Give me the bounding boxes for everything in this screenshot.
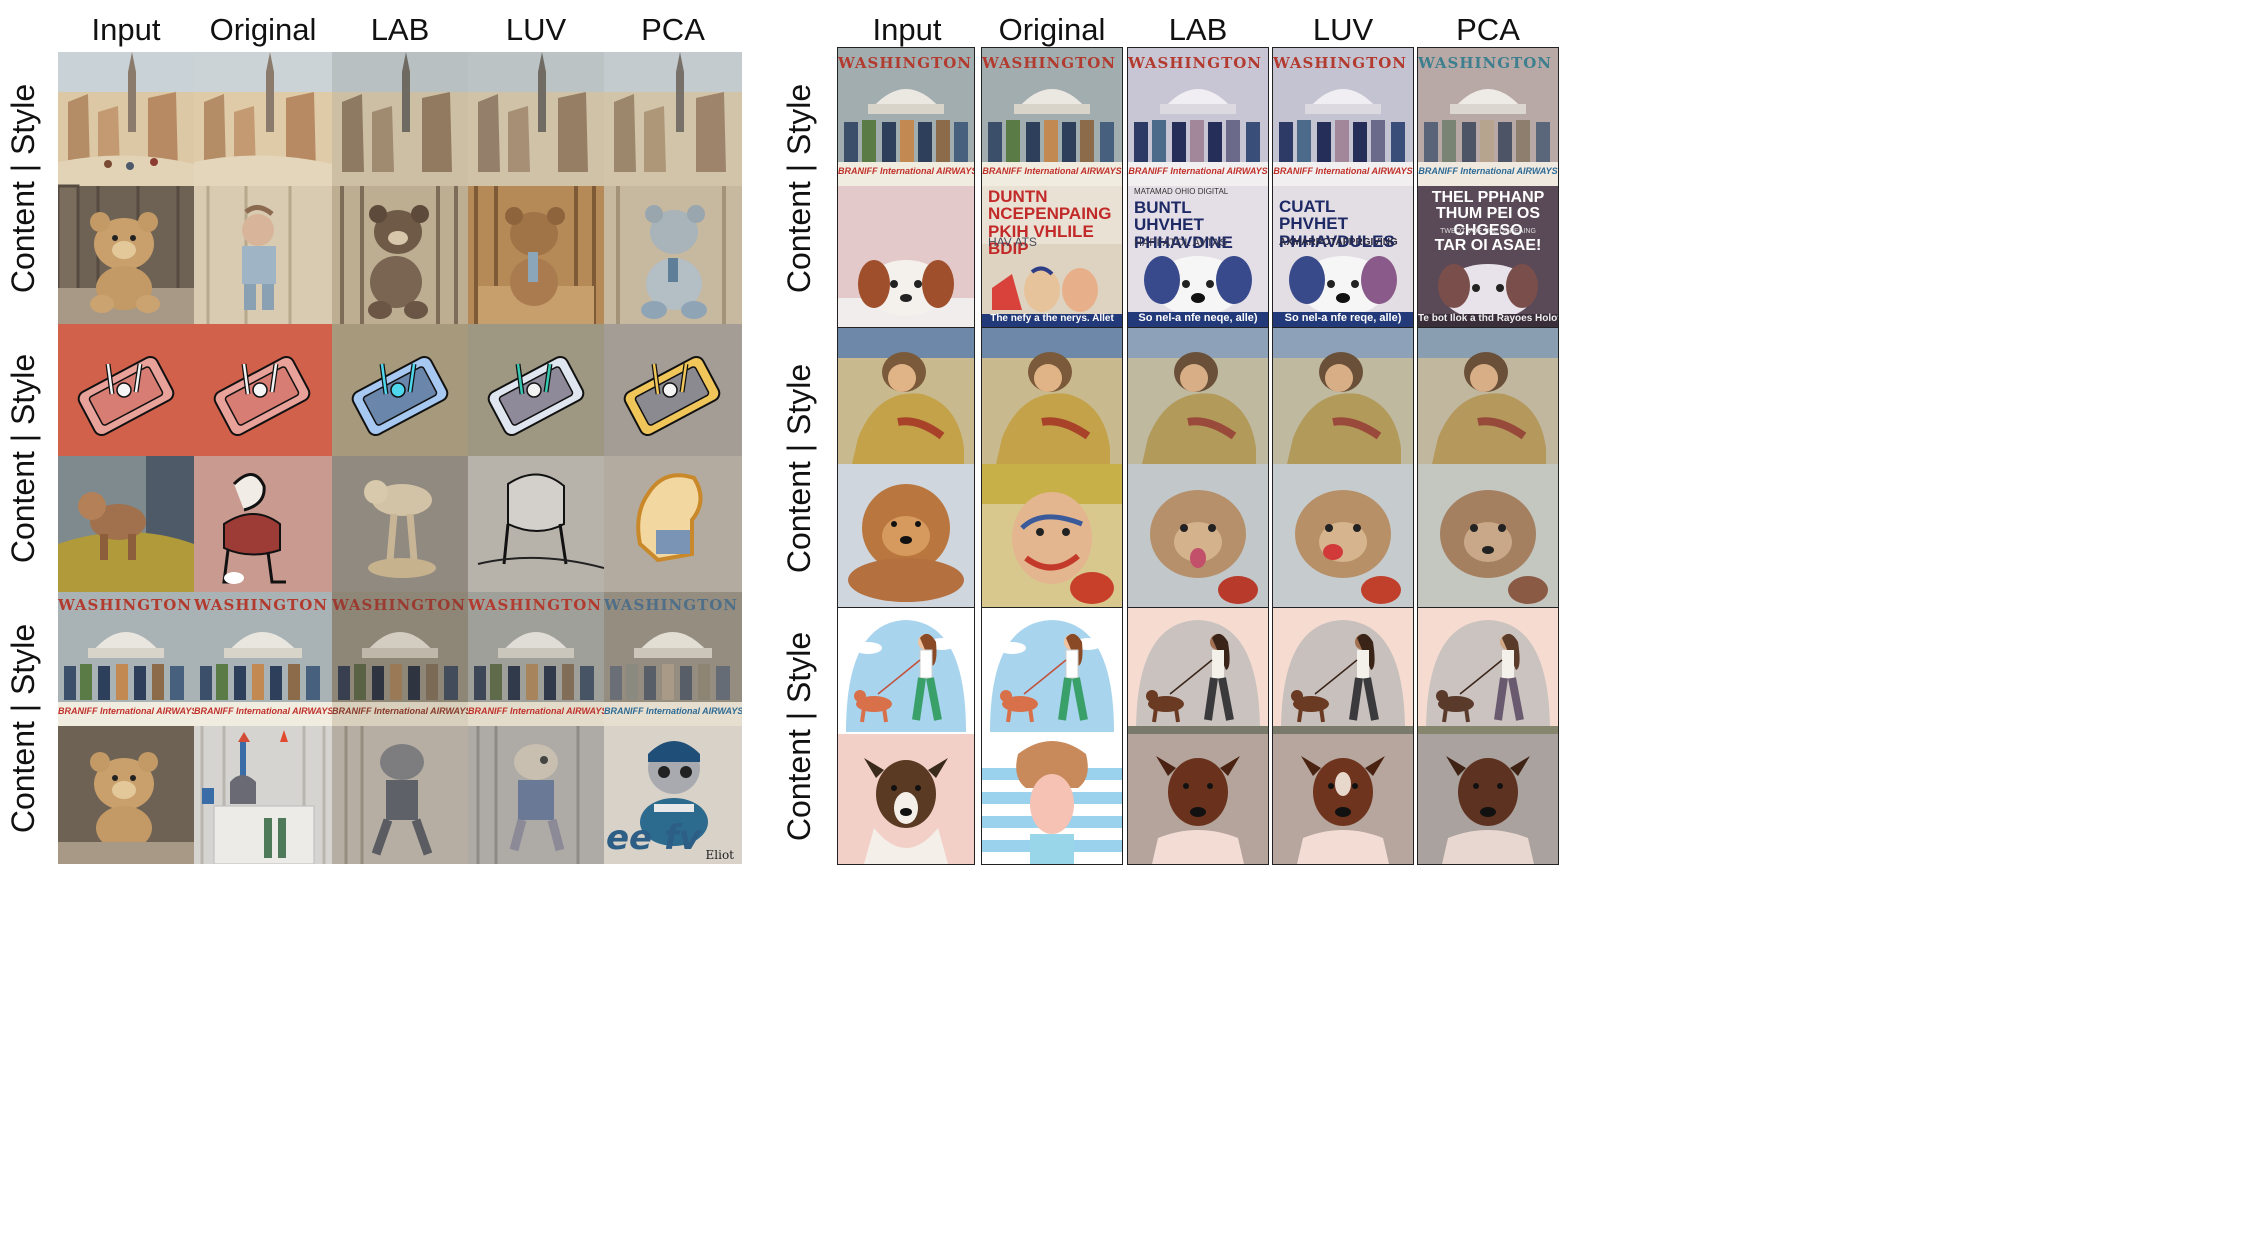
right-col-header-pca: PCA: [1456, 12, 1520, 47]
poster-title: WASHINGTON D.C.: [1273, 54, 1413, 72]
poster-footer: BRANIFF International AIRWAYS: [982, 166, 1122, 176]
right-row-label-2: Content | Style: [781, 363, 818, 573]
left-r3-input: WASHINGTON D.C. BRANIFF International AI…: [58, 592, 194, 864]
left-r2-pca: [604, 324, 742, 592]
poster-title: WASHINGTON D.C.: [194, 596, 332, 614]
right-r2-lab: [1127, 327, 1269, 609]
left-col-header-lab: LAB: [370, 12, 430, 47]
right-r3-lab: [1127, 607, 1269, 865]
left-r3-luv: WASHINGTON D.C. BRANIFF International AI…: [468, 592, 604, 864]
poster-caption: Te bot Ilok a thd Rayoes Holot?: [1418, 313, 1558, 324]
left-r3-pca: WASHINGTON D.C. BRANIFF International AI…: [604, 592, 742, 864]
left-r1-original: [194, 52, 332, 324]
left-col-header-original: Original: [209, 12, 317, 47]
left-r1-luv: [468, 52, 604, 324]
right-col-header-lab: LAB: [1168, 12, 1228, 47]
right-r2-pca: [1417, 327, 1559, 609]
left-row-label-3: Content | Style: [5, 623, 42, 833]
poster-subline: HAPFATOL AVTAS: [1134, 238, 1227, 249]
poster-footer: BRANIFF International AIRWAYS: [468, 706, 604, 716]
poster-subline: HAV ATS: [988, 236, 1037, 249]
right-r2-luv: [1272, 327, 1414, 609]
right-r3-luv: [1272, 607, 1414, 865]
poster-title: WASHINGTON D.C.: [58, 596, 194, 614]
poster-subline: AXMARPOTAFPRGIVING: [1279, 238, 1398, 248]
left-r2-luv: [468, 324, 604, 592]
left-r1-pca: [604, 52, 742, 324]
poster-footer: BRANIFF International AIRWAYS: [194, 706, 332, 716]
poster-title: WASHINGTON D.C.: [1418, 54, 1558, 72]
left-col-header-input: Input: [91, 12, 161, 47]
right-r1-lab: WASHINGTON D.C. BRANIFF International AI…: [1127, 47, 1269, 329]
right-row-label-3: Content | Style: [781, 631, 818, 841]
right-r1-pca: WASHINGTON D.C. BRANIFF International AI…: [1417, 47, 1559, 329]
left-r1-lab: [332, 52, 468, 324]
right-col-header-original: Original: [998, 12, 1106, 47]
right-r3-input: [837, 607, 975, 865]
poster-caption: So nel-a nfe neqe, alle): [1138, 312, 1258, 324]
right-col-header-luv: LUV: [1312, 12, 1374, 47]
right-r1-original: WASHINGTON D.C. BRANIFF International AI…: [981, 47, 1123, 329]
poster-caption: The nefy a the nerys. Allet: [990, 313, 1114, 324]
right-r1-luv: WASHINGTON D.C. BRANIFF International AI…: [1272, 47, 1414, 329]
poster-title: WASHINGTON D.C.: [838, 54, 974, 72]
poster-footer: BRANIFF International AIRWAYS: [1128, 166, 1268, 176]
poster-footer: BRANIFF International AIRWAYS: [604, 706, 742, 716]
poster-footer: BRANIFF International AIRWAYS: [58, 706, 194, 716]
poster-title: WASHINGTON D.C.: [468, 596, 604, 614]
poster-caption: So nel-a nfe reqe, alle): [1284, 312, 1402, 324]
left-col-header-pca: PCA: [641, 12, 705, 47]
left-row-label-2: Content | Style: [5, 353, 42, 563]
poster-title: WASHINGTON D.C.: [982, 54, 1122, 72]
poster-footer: BRANIFF International AIRWAYS: [1418, 166, 1558, 176]
left-r1-input: [58, 52, 194, 324]
poster-headline: DUNTN NCEPENPAING PKIH VHLILE BDIP: [988, 188, 1112, 258]
left-col-header-luv: LUV: [505, 12, 567, 47]
poster-footer: BRANIFF International AIRWAYS: [838, 166, 974, 176]
left-row-label-1: Content | Style: [5, 83, 42, 293]
left-r2-input: [58, 324, 194, 592]
right-r1-input: WASHINGTON D.C. BRANIFF International AI…: [837, 47, 975, 329]
poster-headline: BUNTL UHVHET PHHAVDINE: [1134, 199, 1233, 251]
right-row-label-1: Content | Style: [781, 83, 818, 293]
right-r3-original: [981, 607, 1123, 865]
poster-headline: THEL PPHANP THUM PEI OS CHGESO: [1431, 190, 1545, 239]
right-col-header-input: Input: [872, 12, 942, 47]
poster-footer: BRANIFF International AIRWAYS: [332, 706, 468, 716]
poster-title: WASHINGTON D.C.: [332, 596, 468, 614]
right-r2-input: [837, 327, 975, 609]
poster-topline: MATAMAD OHIO DIGITAL: [1134, 188, 1229, 196]
left-r2-lab: [332, 324, 468, 592]
left-r2-original: [194, 324, 332, 592]
poster-title: WASHINGTON D.C.: [1128, 54, 1268, 72]
poster-title: WASHINGTON D.C.: [604, 596, 742, 614]
poster-headline: CUATL PHVHET PHHAVDULES: [1279, 198, 1395, 250]
right-r3-pca: [1417, 607, 1559, 865]
right-r2-original: [981, 327, 1123, 609]
left-r3-lab: WASHINGTON D.C. BRANIFF International AI…: [332, 592, 468, 864]
poster-letters: ee fv: [606, 818, 701, 858]
left-r3-original: WASHINGTON D.C. BRANIFF International AI…: [194, 592, 332, 864]
poster-footer: BRANIFF International AIRWAYS: [1273, 166, 1413, 176]
poster-subline: TWBOT VOE THE DSPEAING: [1440, 228, 1536, 235]
signature: Eliot: [705, 848, 734, 862]
poster-headline-2: TAR OI ASAE!: [1434, 238, 1542, 254]
